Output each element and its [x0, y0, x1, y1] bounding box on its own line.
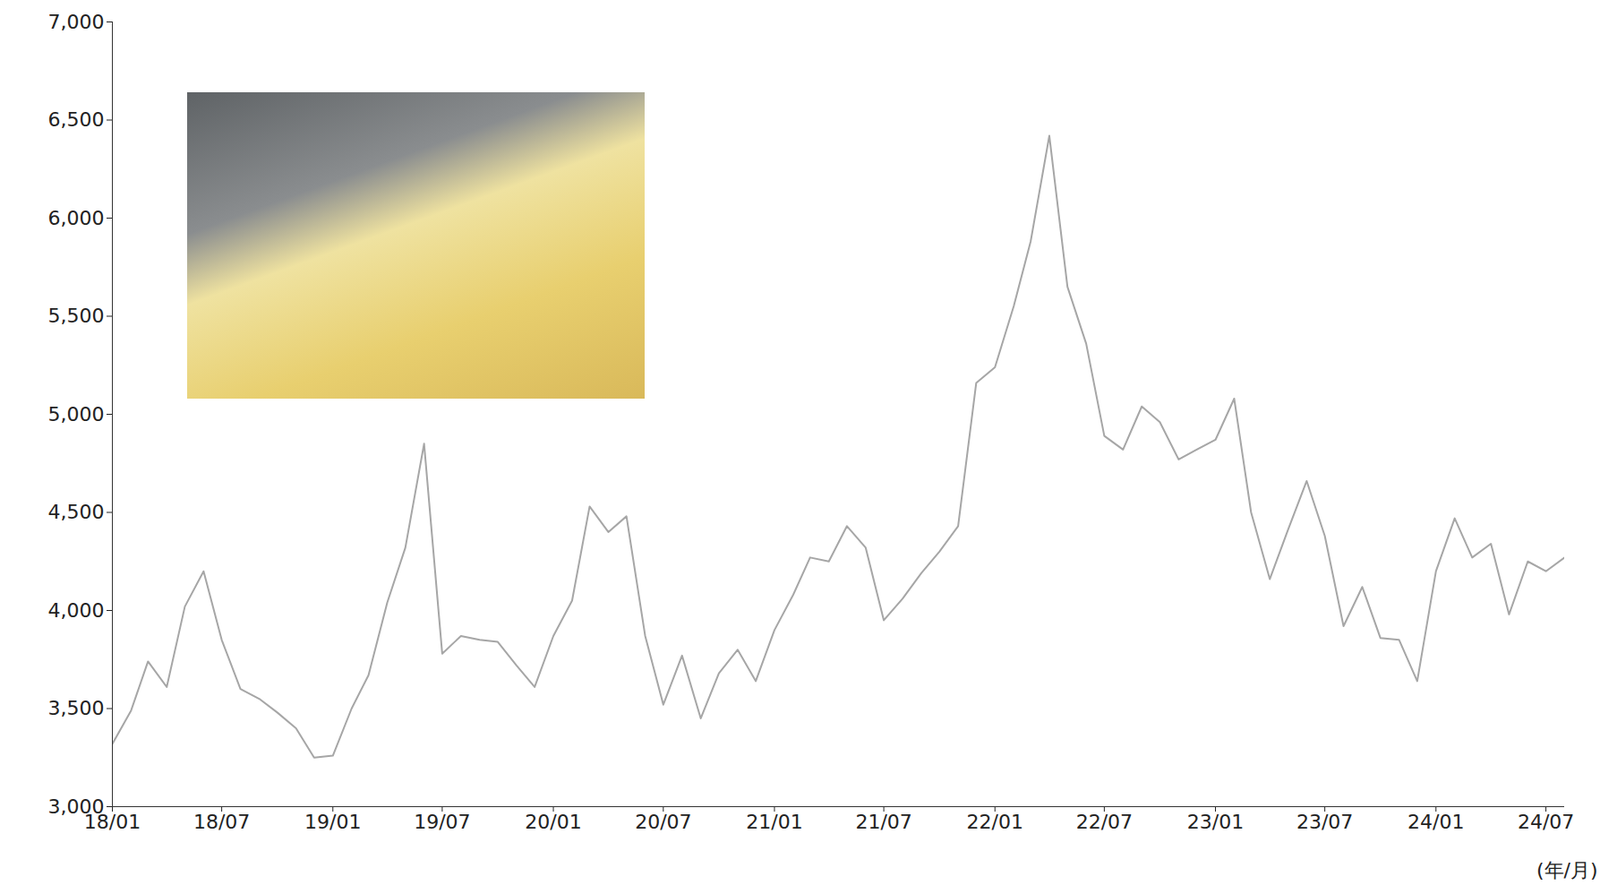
svg-text:22/01: 22/01 [966, 810, 1024, 833]
svg-text:23/01: 23/01 [1187, 810, 1244, 833]
svg-text:4,000: 4,000 [48, 598, 105, 622]
svg-text:18/01: 18/01 [84, 810, 141, 833]
svg-text:22/07: 22/07 [1076, 810, 1133, 833]
svg-text:21/07: 21/07 [855, 810, 912, 833]
svg-text:6,500: 6,500 [48, 108, 105, 131]
svg-text:5,000: 5,000 [48, 402, 105, 426]
svg-text:21/01: 21/01 [745, 810, 803, 833]
svg-text:20/07: 20/07 [634, 810, 692, 833]
svg-text:3,500: 3,500 [48, 696, 105, 719]
svg-text:(年/月): (年/月) [1536, 858, 1599, 882]
svg-text:23/07: 23/07 [1296, 810, 1353, 833]
svg-text:5,500: 5,500 [48, 304, 105, 327]
svg-text:24/07: 24/07 [1517, 810, 1575, 833]
svg-text:19/01: 19/01 [304, 810, 361, 833]
svg-text:7,000: 7,000 [48, 10, 105, 34]
svg-text:3,000: 3,000 [47, 794, 105, 818]
svg-text:18/07: 18/07 [193, 810, 250, 833]
svg-text:24/01: 24/01 [1407, 810, 1464, 833]
svg-text:20/01: 20/01 [524, 810, 582, 833]
svg-text:4,500: 4,500 [48, 500, 105, 523]
svg-text:19/07: 19/07 [413, 810, 471, 833]
svg-text:6,000: 6,000 [48, 206, 105, 230]
